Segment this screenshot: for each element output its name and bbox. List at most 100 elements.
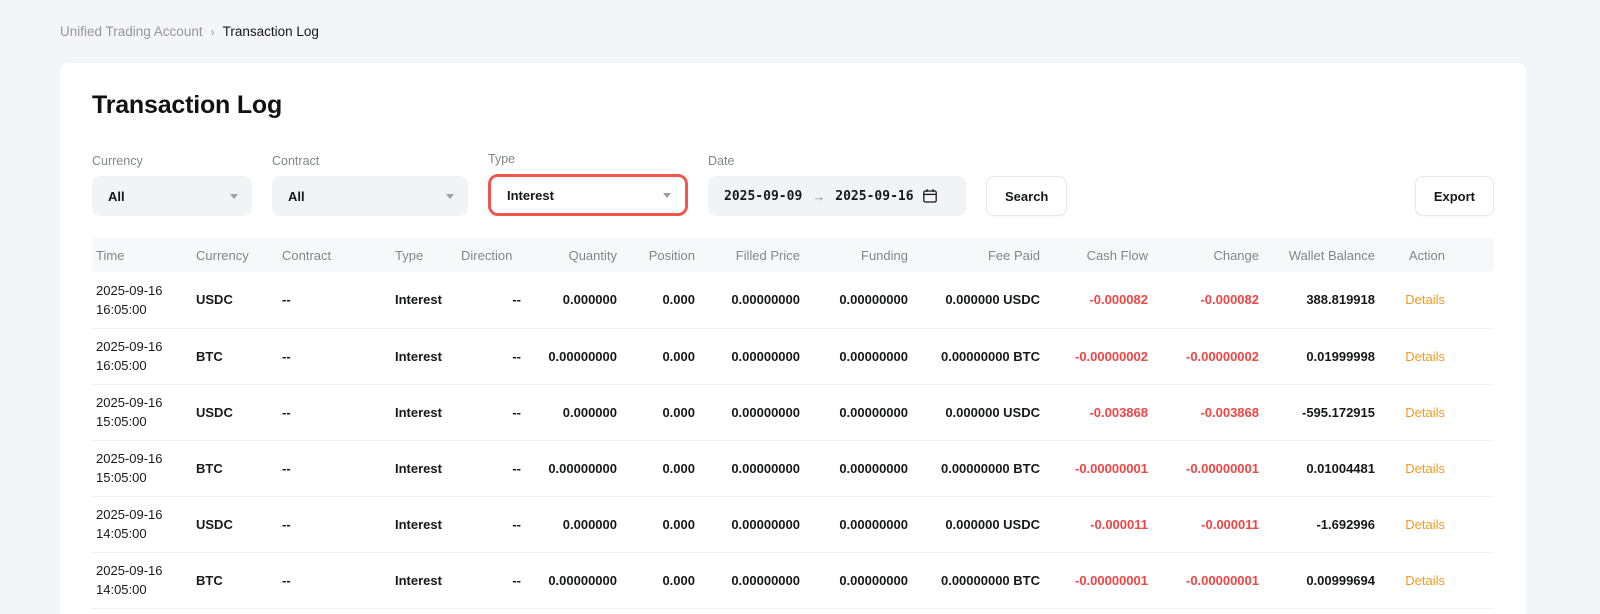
cell-quantity: 0.000000 (521, 496, 617, 553)
cell-wallet_balance: 0.01004481 (1259, 440, 1375, 497)
column-header-contract: Contract (282, 238, 395, 272)
column-header-currency: Currency (196, 238, 282, 272)
cell-fee_paid: 0.00000000 BTC (908, 552, 1040, 609)
cell-date-line: 2025-09-16 (96, 451, 163, 466)
cell-cash_flow: -0.000082 (1040, 272, 1148, 329)
column-header-cash_flow: Cash Flow (1040, 238, 1148, 272)
cell-filled_price: 0.00000000 (695, 328, 800, 385)
cell-time-line: 15:05:00 (96, 470, 147, 485)
chevron-down-icon (230, 193, 238, 199)
date-end-value[interactable]: 2025-09-16 (835, 188, 914, 204)
cell-funding: 0.00000000 (800, 328, 908, 385)
type-filter-label: Type (488, 152, 516, 166)
cell-time-line: 14:05:00 (96, 582, 147, 597)
cell-contract: -- (282, 328, 395, 385)
cell-type: Interest (395, 272, 461, 329)
cell-type: Interest (395, 552, 461, 609)
cell-date-line: 2025-09-16 (96, 395, 163, 410)
cell-date-line: 2025-09-16 (96, 507, 163, 522)
cell-quantity: 0.00000000 (521, 328, 617, 385)
type-select[interactable]: Interest (491, 177, 685, 213)
cell-direction: -- (461, 496, 521, 553)
column-header-action: Action (1375, 238, 1494, 272)
cell-wallet_balance: -595.172915 (1259, 384, 1375, 441)
date-start-value[interactable]: 2025-09-09 (724, 188, 803, 204)
cell-change: -0.000082 (1148, 272, 1259, 329)
details-link[interactable]: Details (1405, 348, 1445, 364)
cell-quantity: 0.000000 (521, 272, 617, 329)
table-row: 2025-09-16 14:05:00 BTC -- Interest -- 0.00000… (92, 552, 1494, 609)
cell-cash_flow: -0.00000002 (1040, 328, 1148, 385)
table-row: 2025-09-16 16:05:00 BTC -- Interest -- 0.00000… (92, 328, 1494, 385)
cell-filled_price: 0.00000000 (695, 272, 800, 329)
contract-filter: Contract All (272, 154, 468, 216)
contract-select[interactable]: All (272, 176, 468, 216)
breadcrumb-current: Transaction Log (222, 24, 319, 39)
currency-select[interactable]: All (92, 176, 252, 216)
cell-wallet_balance: 0.00999694 (1259, 552, 1375, 609)
date-filter: Date 2025-09-09 → 2025-09-16 (708, 154, 966, 216)
column-header-position: Position (617, 238, 695, 272)
cell-fee_paid: 0.000000 USDC (908, 384, 1040, 441)
cell-date-line: 2025-09-16 (96, 339, 163, 354)
cell-quantity: 0.00000000 (521, 552, 617, 609)
date-range-arrow-icon: → (812, 188, 826, 204)
column-header-type: Type (395, 238, 461, 272)
search-button[interactable]: Search (986, 176, 1068, 216)
details-link[interactable]: Details (1405, 516, 1445, 532)
details-link[interactable]: Details (1405, 572, 1445, 588)
cell-time: 2025-09-16 14:05:00 (92, 552, 196, 609)
cell-currency: USDC (196, 496, 282, 553)
cell-contract: -- (282, 272, 395, 329)
cell-time: 2025-09-16 16:05:00 (92, 328, 196, 385)
cell-quantity: 0.00000000 (521, 440, 617, 497)
cell-fee_paid: 0.00000000 BTC (908, 440, 1040, 497)
breadcrumb-separator-icon: › (210, 24, 215, 39)
currency-filter: Currency All (92, 154, 252, 216)
cell-quantity: 0.000000 (521, 384, 617, 441)
cell-action: Details (1375, 440, 1494, 497)
breadcrumb-parent[interactable]: Unified Trading Account (60, 24, 203, 39)
cell-position: 0.000 (617, 440, 695, 497)
date-range-picker[interactable]: 2025-09-09 → 2025-09-16 (708, 176, 966, 216)
cell-time: 2025-09-16 14:05:00 (92, 496, 196, 553)
table-row: 2025-09-16 15:05:00 USDC -- Interest -- 0.0000… (92, 384, 1494, 441)
cell-currency: USDC (196, 384, 282, 441)
details-link[interactable]: Details (1405, 292, 1445, 308)
cell-position: 0.000 (617, 552, 695, 609)
table-row: 2025-09-16 15:05:00 BTC -- Interest -- 0.00000… (92, 440, 1494, 497)
transaction-table: Time Currency Contract Type Direction Quantit… (92, 238, 1494, 609)
cell-contract: -- (282, 384, 395, 441)
table-header-row: Time Currency Contract Type Direction Quantit… (92, 238, 1494, 272)
cell-funding: 0.00000000 (800, 552, 908, 609)
column-header-change: Change (1148, 238, 1259, 272)
cell-wallet_balance: 0.01999998 (1259, 328, 1375, 385)
cell-type: Interest (395, 496, 461, 553)
cell-date-line: 2025-09-16 (96, 282, 163, 298)
filter-bar: Currency All Contract All Type Interest (92, 152, 1494, 216)
cell-change: -0.00000001 (1148, 552, 1259, 609)
export-button[interactable]: Export (1414, 176, 1494, 216)
column-header-direction: Direction (461, 238, 521, 272)
details-link[interactable]: Details (1405, 460, 1445, 476)
cell-funding: 0.00000000 (800, 496, 908, 553)
cell-fee_paid: 0.00000000 BTC (908, 328, 1040, 385)
column-header-wallet_balance: Wallet Balance (1259, 238, 1375, 272)
cell-wallet_balance: 388.819918 (1259, 272, 1375, 329)
type-filter: Type Interest (488, 152, 688, 216)
cell-time: 2025-09-16 15:05:00 (92, 440, 196, 497)
cell-position: 0.000 (617, 384, 695, 441)
cell-time-line: 15:05:00 (96, 414, 147, 429)
cell-wallet_balance: -1.692996 (1259, 496, 1375, 553)
contract-filter-label: Contract (272, 154, 320, 168)
cell-filled_price: 0.00000000 (695, 440, 800, 497)
calendar-icon (922, 189, 937, 203)
cell-action: Details (1375, 496, 1494, 553)
date-filter-label: Date (708, 154, 735, 168)
cell-time-line: 14:05:00 (96, 526, 147, 541)
cell-position: 0.000 (617, 328, 695, 385)
cell-type: Interest (395, 440, 461, 497)
cell-action: Details (1375, 272, 1494, 329)
details-link[interactable]: Details (1405, 404, 1445, 420)
currency-select-value: All (108, 188, 125, 204)
